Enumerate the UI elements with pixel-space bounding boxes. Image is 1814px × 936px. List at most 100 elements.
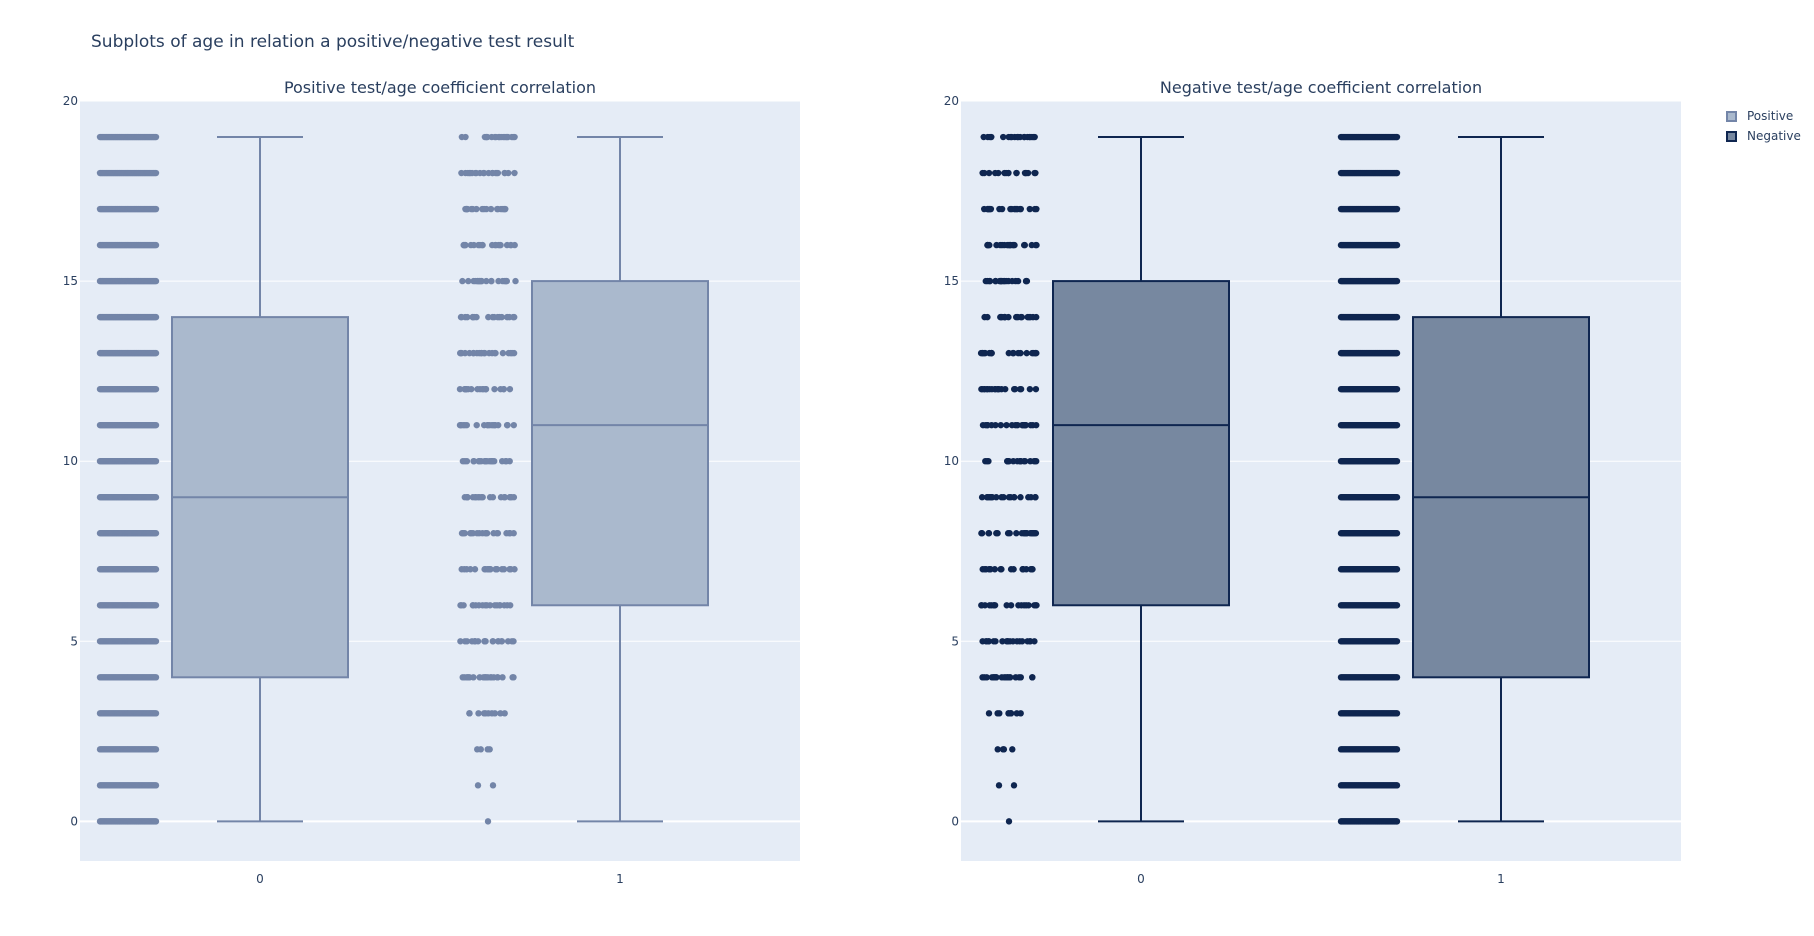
data-point xyxy=(497,241,504,249)
data-point xyxy=(152,638,160,645)
data-point xyxy=(1007,710,1015,717)
data-point xyxy=(1010,457,1017,465)
point-cloud xyxy=(456,133,519,825)
data-point xyxy=(482,674,489,681)
data-point xyxy=(489,169,496,177)
data-point xyxy=(1017,457,1024,465)
data-point xyxy=(499,205,506,213)
data-point xyxy=(152,710,160,717)
data-point xyxy=(489,638,497,645)
data-point xyxy=(1029,421,1037,429)
data-point xyxy=(490,674,497,681)
data-point xyxy=(489,313,496,321)
data-point xyxy=(492,349,499,357)
data-point xyxy=(483,457,491,465)
data-point xyxy=(506,566,513,573)
legend-label-positive: Positive xyxy=(1747,109,1794,123)
data-point xyxy=(1022,169,1029,177)
data-point xyxy=(1031,602,1038,609)
legend-item-negative[interactable]: Negative xyxy=(1726,126,1801,146)
data-point xyxy=(152,385,160,393)
data-point xyxy=(463,638,471,645)
data-point xyxy=(152,241,160,249)
x-tick-label: 1 xyxy=(1497,872,1505,886)
legend-swatch-negative xyxy=(1726,130,1737,142)
data-point xyxy=(986,566,993,573)
data-point xyxy=(997,421,1004,429)
data-point xyxy=(467,241,475,249)
data-point xyxy=(464,674,471,681)
data-point xyxy=(998,566,1005,573)
data-point xyxy=(510,133,517,141)
data-point xyxy=(505,169,512,177)
data-point xyxy=(486,746,493,753)
data-point xyxy=(463,566,470,573)
y-tick-label: 5 xyxy=(951,634,959,648)
data-point xyxy=(1393,530,1401,537)
data-point xyxy=(464,313,471,321)
data-point xyxy=(479,205,486,213)
data-point xyxy=(1032,494,1039,501)
data-point xyxy=(152,277,160,285)
data-point xyxy=(489,494,497,501)
data-point xyxy=(1013,205,1021,213)
data-point xyxy=(997,241,1004,249)
y-tick-label: 20 xyxy=(63,94,78,108)
data-point xyxy=(499,674,506,681)
data-point xyxy=(466,710,473,717)
data-point xyxy=(1026,205,1034,213)
data-point xyxy=(1002,169,1010,177)
data-point xyxy=(457,638,464,645)
data-point xyxy=(1010,782,1018,789)
data-point xyxy=(1393,205,1401,213)
data-point xyxy=(1003,602,1010,609)
data-point xyxy=(1029,674,1036,681)
data-point xyxy=(1003,421,1010,429)
data-point xyxy=(470,349,477,357)
data-point xyxy=(152,818,160,825)
data-point xyxy=(482,602,489,609)
data-point xyxy=(981,169,988,177)
data-point xyxy=(506,313,513,321)
legend-item-positive[interactable]: Positive xyxy=(1726,106,1801,126)
data-point xyxy=(983,674,990,681)
data-point xyxy=(470,674,477,681)
data-point xyxy=(152,746,160,753)
data-point xyxy=(460,530,467,537)
data-point xyxy=(1007,133,1014,141)
data-point xyxy=(1005,818,1013,825)
data-point xyxy=(457,349,464,357)
data-point xyxy=(1019,638,1026,645)
legend-swatch-positive xyxy=(1726,110,1737,122)
data-point xyxy=(497,385,504,393)
data-point xyxy=(1393,566,1401,573)
data-point xyxy=(486,421,493,429)
data-point xyxy=(458,133,466,141)
data-point xyxy=(152,313,160,321)
data-point xyxy=(485,349,493,357)
data-point xyxy=(997,277,1005,285)
data-point xyxy=(1393,385,1401,393)
data-point xyxy=(487,205,495,213)
data-point xyxy=(503,277,510,285)
data-point xyxy=(985,457,992,465)
data-point xyxy=(480,710,488,717)
data-point xyxy=(491,385,498,393)
data-point xyxy=(489,241,496,249)
data-point xyxy=(1032,385,1040,393)
legend[interactable]: Positive Negative xyxy=(1726,106,1801,146)
data-point xyxy=(459,674,466,681)
data-point xyxy=(471,566,479,573)
data-point xyxy=(981,566,988,573)
data-point xyxy=(479,385,486,393)
data-point xyxy=(1020,241,1028,249)
data-point xyxy=(493,566,500,573)
data-point xyxy=(459,457,467,465)
data-point xyxy=(996,205,1003,213)
box xyxy=(1052,280,1230,607)
data-point xyxy=(511,313,518,321)
data-point xyxy=(1017,385,1025,393)
data-point xyxy=(985,169,993,177)
